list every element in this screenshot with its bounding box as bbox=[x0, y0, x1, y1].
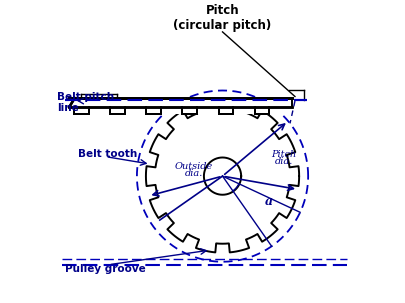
Text: dia.: dia. bbox=[184, 169, 202, 178]
Text: Belt pitch
line: Belt pitch line bbox=[57, 92, 114, 113]
Text: Belt tooth: Belt tooth bbox=[78, 148, 137, 158]
Text: Pulley groove: Pulley groove bbox=[65, 264, 145, 274]
Text: Pitch: Pitch bbox=[271, 150, 296, 159]
Text: Pitch
(circular pitch): Pitch (circular pitch) bbox=[173, 4, 271, 32]
Text: a: a bbox=[264, 195, 273, 208]
Text: dia.: dia. bbox=[274, 157, 292, 166]
Polygon shape bbox=[69, 98, 291, 114]
Text: Outside: Outside bbox=[175, 162, 213, 171]
